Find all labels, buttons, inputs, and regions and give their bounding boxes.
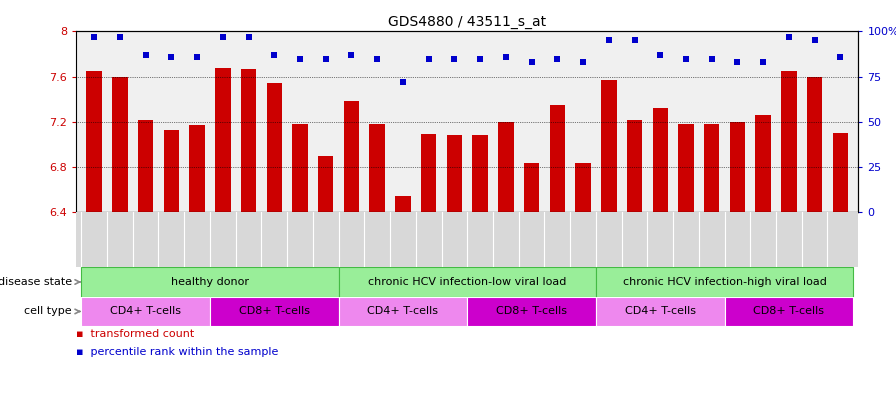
Bar — [472, 135, 487, 212]
Text: chronic HCV infection-low viral load: chronic HCV infection-low viral load — [368, 277, 566, 287]
Point — [833, 53, 848, 60]
Bar — [215, 68, 230, 212]
Text: cell type: cell type — [24, 307, 72, 316]
Bar — [468, 297, 596, 326]
Bar — [395, 196, 410, 212]
Point — [601, 37, 616, 44]
Point — [421, 55, 435, 62]
Point — [730, 59, 745, 65]
Text: CD8+ T-cells: CD8+ T-cells — [239, 307, 310, 316]
Bar — [318, 156, 333, 212]
Point — [396, 79, 410, 85]
Bar — [138, 119, 153, 212]
Point — [87, 34, 101, 40]
Bar — [627, 119, 642, 212]
Point — [319, 55, 333, 62]
Point — [550, 55, 564, 62]
Bar — [549, 105, 565, 212]
Bar — [82, 267, 339, 297]
Bar — [781, 71, 797, 212]
Bar — [267, 83, 282, 212]
Text: chronic HCV infection-high viral load: chronic HCV infection-high viral load — [623, 277, 826, 287]
Text: ▪  transformed count: ▪ transformed count — [76, 329, 194, 340]
Bar — [678, 124, 694, 212]
Point — [576, 59, 590, 65]
Bar — [189, 125, 205, 212]
Bar — [524, 162, 539, 212]
Text: disease state: disease state — [0, 277, 72, 287]
Point — [627, 37, 642, 44]
Bar — [86, 71, 102, 212]
Text: CD4+ T-cells: CD4+ T-cells — [367, 307, 438, 316]
Point — [524, 59, 538, 65]
Bar — [369, 124, 385, 212]
Bar — [596, 267, 853, 297]
Bar — [832, 133, 849, 212]
Bar — [210, 297, 339, 326]
Bar — [729, 122, 745, 212]
Text: CD4+ T-cells: CD4+ T-cells — [110, 307, 181, 316]
Point — [190, 53, 204, 60]
Point — [370, 55, 384, 62]
Point — [216, 34, 230, 40]
Bar — [498, 122, 513, 212]
Bar — [241, 69, 256, 212]
Point — [293, 55, 307, 62]
Point — [113, 34, 127, 40]
Bar — [82, 297, 210, 326]
Title: GDS4880 / 43511_s_at: GDS4880 / 43511_s_at — [388, 15, 547, 29]
Text: CD8+ T-cells: CD8+ T-cells — [496, 307, 567, 316]
Bar — [344, 101, 359, 212]
Point — [267, 52, 281, 58]
Bar — [447, 135, 462, 212]
Point — [241, 34, 255, 40]
Text: ▪  percentile rank within the sample: ▪ percentile rank within the sample — [76, 347, 279, 357]
Bar — [596, 297, 725, 326]
Point — [704, 55, 719, 62]
Bar — [652, 108, 668, 212]
Bar — [725, 297, 853, 326]
Point — [781, 34, 796, 40]
Point — [807, 37, 822, 44]
Point — [653, 52, 668, 58]
Point — [679, 55, 694, 62]
Bar — [164, 130, 179, 212]
Bar — [112, 77, 127, 212]
Bar — [755, 115, 771, 212]
Bar — [339, 267, 596, 297]
Bar — [807, 77, 823, 212]
Text: healthy donor: healthy donor — [171, 277, 249, 287]
Bar — [292, 124, 307, 212]
Text: CD4+ T-cells: CD4+ T-cells — [625, 307, 695, 316]
Bar — [704, 124, 719, 212]
Point — [473, 55, 487, 62]
Text: CD8+ T-cells: CD8+ T-cells — [754, 307, 824, 316]
Point — [447, 55, 461, 62]
Point — [756, 59, 771, 65]
Bar — [421, 134, 436, 212]
Bar — [339, 297, 468, 326]
Point — [164, 53, 178, 60]
Point — [344, 52, 358, 58]
Point — [499, 53, 513, 60]
Bar — [575, 162, 590, 212]
Bar — [601, 80, 616, 212]
Point — [139, 52, 153, 58]
